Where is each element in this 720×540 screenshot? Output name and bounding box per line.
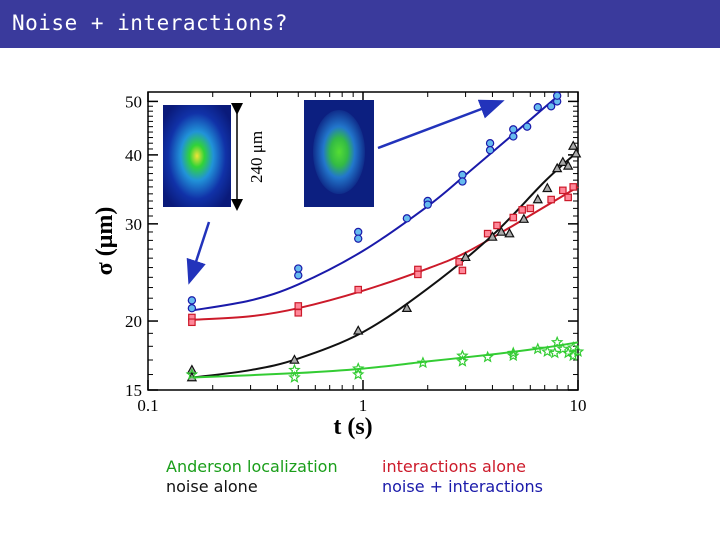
legend-noise-alone: noise alone <box>166 477 258 496</box>
y-tick-label: 40 <box>125 146 142 165</box>
data-point-series-3 <box>353 325 364 335</box>
data-point-series-3 <box>551 162 563 173</box>
data-point-series-4 <box>541 345 554 358</box>
data-point-series-1 <box>509 125 518 134</box>
data-point-series-1 <box>533 103 542 112</box>
data-point-series-2 <box>509 213 518 222</box>
data-point-series-2 <box>188 318 196 327</box>
data-point-series-1 <box>423 200 432 209</box>
data-point-series-1 <box>458 177 467 186</box>
data-point-series-2 <box>493 221 501 230</box>
header-bar: Noise + interactions? <box>0 0 720 48</box>
data-point-series-3 <box>487 231 498 241</box>
data-point-series-4 <box>416 356 430 369</box>
data-point-series-1 <box>354 234 363 243</box>
x-tick-label: 10 <box>570 396 587 415</box>
y-tick-label: 50 <box>125 92 142 111</box>
data-point-series-4 <box>550 335 564 348</box>
fit-curve-series-2 <box>191 186 579 321</box>
data-point-series-1 <box>546 102 556 111</box>
y-tick-label: 15 <box>125 381 142 400</box>
data-point-series-3 <box>568 140 579 150</box>
data-point-series-3 <box>518 213 530 223</box>
legend-right: interactions alone noise + interactions <box>382 457 543 497</box>
arrow-expanded <box>377 99 505 150</box>
fit-curve-series-1 <box>191 95 558 312</box>
data-point-series-3 <box>496 226 507 236</box>
data-point-series-3 <box>504 227 515 238</box>
x-tick-label: 0.1 <box>137 396 158 415</box>
legend-interactions-alone: interactions alone <box>382 457 526 476</box>
data-point-series-1 <box>294 264 303 273</box>
data-point-series-4 <box>531 342 545 355</box>
data-point-series-1 <box>294 271 303 280</box>
data-point-series-1 <box>522 122 532 131</box>
data-point-series-1 <box>187 296 197 305</box>
y-tick-label: 20 <box>125 312 142 331</box>
y-axis-label: σ (μm) <box>92 207 118 276</box>
x-axis-label: t (s) <box>333 414 372 440</box>
data-point-series-1 <box>485 145 495 155</box>
data-point-series-4 <box>351 367 365 380</box>
data-point-series-4 <box>288 370 301 383</box>
data-point-series-2 <box>354 285 363 294</box>
legend-noise-interactions: noise + interactions <box>382 477 543 496</box>
data-point-series-1 <box>402 214 412 223</box>
x-tick-label: 1 <box>359 396 368 415</box>
data-point-series-4 <box>548 346 562 359</box>
data-point-series-1 <box>552 91 562 100</box>
data-point-series-3 <box>570 147 582 158</box>
inset-images: 240 μm <box>163 99 505 285</box>
data-point-series-4 <box>506 346 520 359</box>
arrow-initial <box>186 221 211 285</box>
data-point-series-1 <box>485 138 495 148</box>
data-point-series-4 <box>456 354 469 367</box>
inset-cloud-initial <box>163 105 231 207</box>
scale-bar-label: 240 μm <box>247 131 266 183</box>
data-point-series-3 <box>460 251 471 262</box>
data-point-series-3 <box>562 160 574 170</box>
data-point-series-1 <box>509 132 518 141</box>
data-point-series-2 <box>559 186 567 195</box>
data-point-series-3 <box>542 182 553 193</box>
data-point-series-2 <box>414 270 422 279</box>
data-point-series-2 <box>458 266 467 275</box>
data-point-series-4 <box>571 345 585 358</box>
data-point-series-2 <box>569 183 578 191</box>
data-point-series-2 <box>483 229 492 238</box>
data-points <box>185 91 585 383</box>
data-point-series-3 <box>289 354 300 364</box>
data-point-series-4 <box>506 349 520 362</box>
y-tick-label: 30 <box>125 215 142 234</box>
fit-curves <box>191 95 579 379</box>
inset-cloud-expanded <box>313 110 365 194</box>
data-point-series-2 <box>564 193 572 202</box>
legend-anderson: Anderson localization <box>166 457 338 476</box>
data-point-series-4 <box>185 367 199 380</box>
data-point-series-1 <box>187 304 197 313</box>
legend-left: Anderson localization noise alone <box>166 457 338 497</box>
data-point-series-4 <box>481 350 494 363</box>
data-point-series-2 <box>294 302 303 310</box>
data-point-series-2 <box>455 258 463 266</box>
fit-curve-series-3 <box>191 150 579 379</box>
page-title: Noise + interactions? <box>12 11 289 35</box>
data-point-series-3 <box>401 302 413 313</box>
data-point-series-2 <box>526 204 535 213</box>
data-point-series-2 <box>294 308 303 317</box>
data-point-series-3 <box>532 193 543 204</box>
data-point-series-3 <box>557 156 569 166</box>
data-point-series-2 <box>518 206 526 214</box>
fit-curve-series-4 <box>191 341 579 379</box>
data-point-series-2 <box>547 195 555 204</box>
